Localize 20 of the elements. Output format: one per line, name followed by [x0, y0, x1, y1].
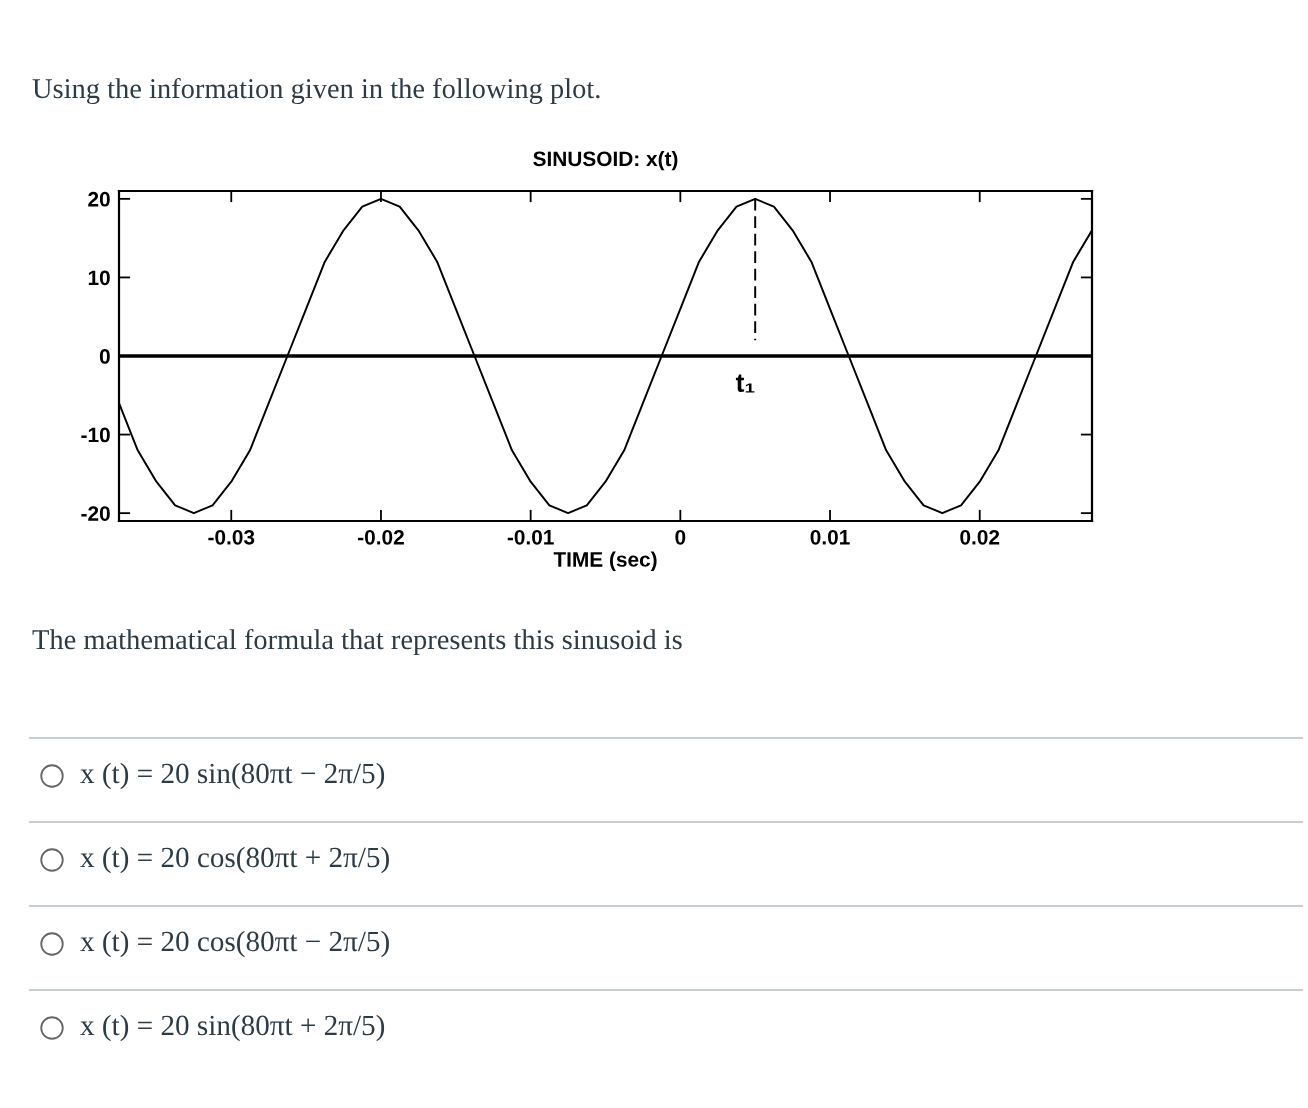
text: x (t) = 20 sin(80πt + 2π/5) [80, 1014, 385, 1042]
text: Using the information given in the following plot. [32, 77, 600, 105]
text: x (t) = 20 cos(80πt − 2π/5) [80, 930, 389, 958]
x-tick-label: -0.02 [358, 529, 404, 545]
y-tick-label: -20 [81, 506, 110, 521]
text: x (t) = 20 cos(80πt + 2π/5) [80, 846, 389, 874]
y-tick-label: 10 [88, 270, 110, 286]
y-tick-label: 20 [88, 191, 110, 207]
x-tick-label: 0 [675, 529, 686, 545]
text: x (t) = 20 sin(80πt − 2π/5) [80, 762, 385, 790]
text: The mathematical formula that represents this sinusoid is [32, 628, 682, 656]
x-tick-label: -0.03 [208, 529, 255, 545]
annotation: t₁ [735, 374, 755, 393]
x-axis-title: TIME (sec) [553, 551, 657, 571]
x-tick-label: -0.01 [507, 529, 554, 545]
x-tick-label: 0.01 [810, 529, 850, 545]
chart-title: SINUSOID: x(t) [533, 150, 678, 171]
x-tick-label: 0.02 [960, 529, 1000, 545]
y-tick-label: 0 [99, 349, 110, 364]
y-tick-label: -10 [81, 427, 110, 443]
